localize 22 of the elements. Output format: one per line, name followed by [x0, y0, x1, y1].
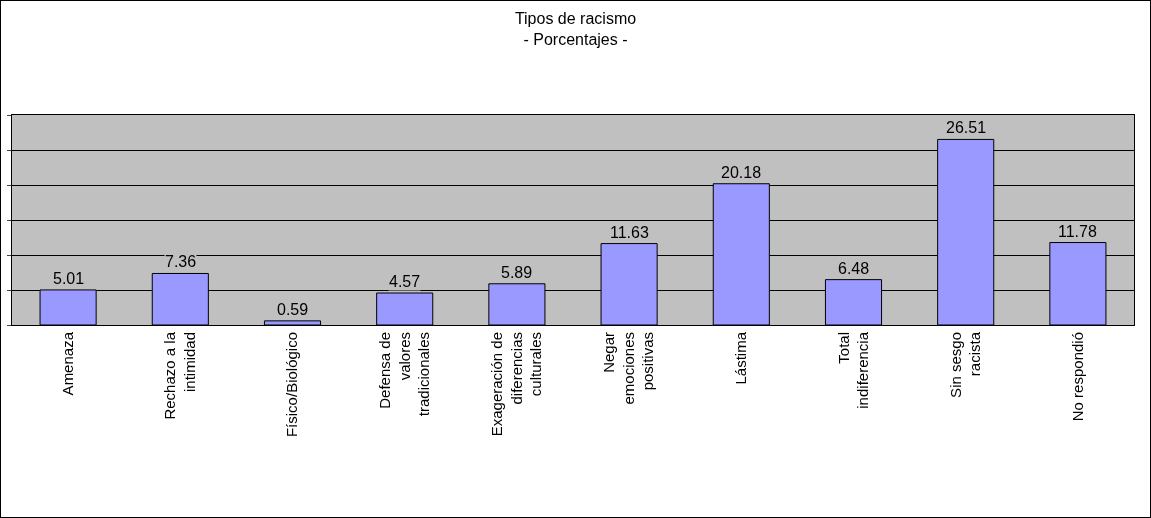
- x-tick-label: Rechazo a la intimidad: [161, 331, 198, 420]
- x-tick-label: Sin sesgo racista: [946, 331, 984, 398]
- data-label: 7.36: [165, 253, 197, 270]
- data-label: 20.18: [721, 164, 762, 181]
- x-tick-label: Amenaza: [58, 331, 76, 396]
- data-label: 11.78: [1058, 223, 1097, 240]
- data-label: 0.59: [277, 301, 309, 318]
- x-tick-label: Exageración de diferencias culturales: [488, 332, 545, 437]
- x-tick-label: Defensa de valores tradicionales: [376, 332, 433, 417]
- chart-subtitle: - Porcentajes -: [523, 31, 628, 49]
- x-tick-label: Lástima: [732, 331, 750, 385]
- x-tick-label: Físico/Biológico: [283, 332, 301, 438]
- x-tick-label: Negar emociones positivas: [600, 332, 657, 405]
- chart-title: Tipos de racismo: [514, 10, 637, 28]
- data-label: 26.51: [946, 119, 987, 136]
- data-label: 4.57: [389, 273, 421, 290]
- data-label: 6.48: [838, 260, 870, 277]
- data-label: 11.63: [610, 224, 649, 241]
- data-label: 5.01: [53, 270, 85, 287]
- data-label: 5.89: [501, 264, 533, 281]
- x-tick-label: No respondió: [1068, 332, 1086, 422]
- x-tick-label: Total indiferencia: [834, 331, 872, 409]
